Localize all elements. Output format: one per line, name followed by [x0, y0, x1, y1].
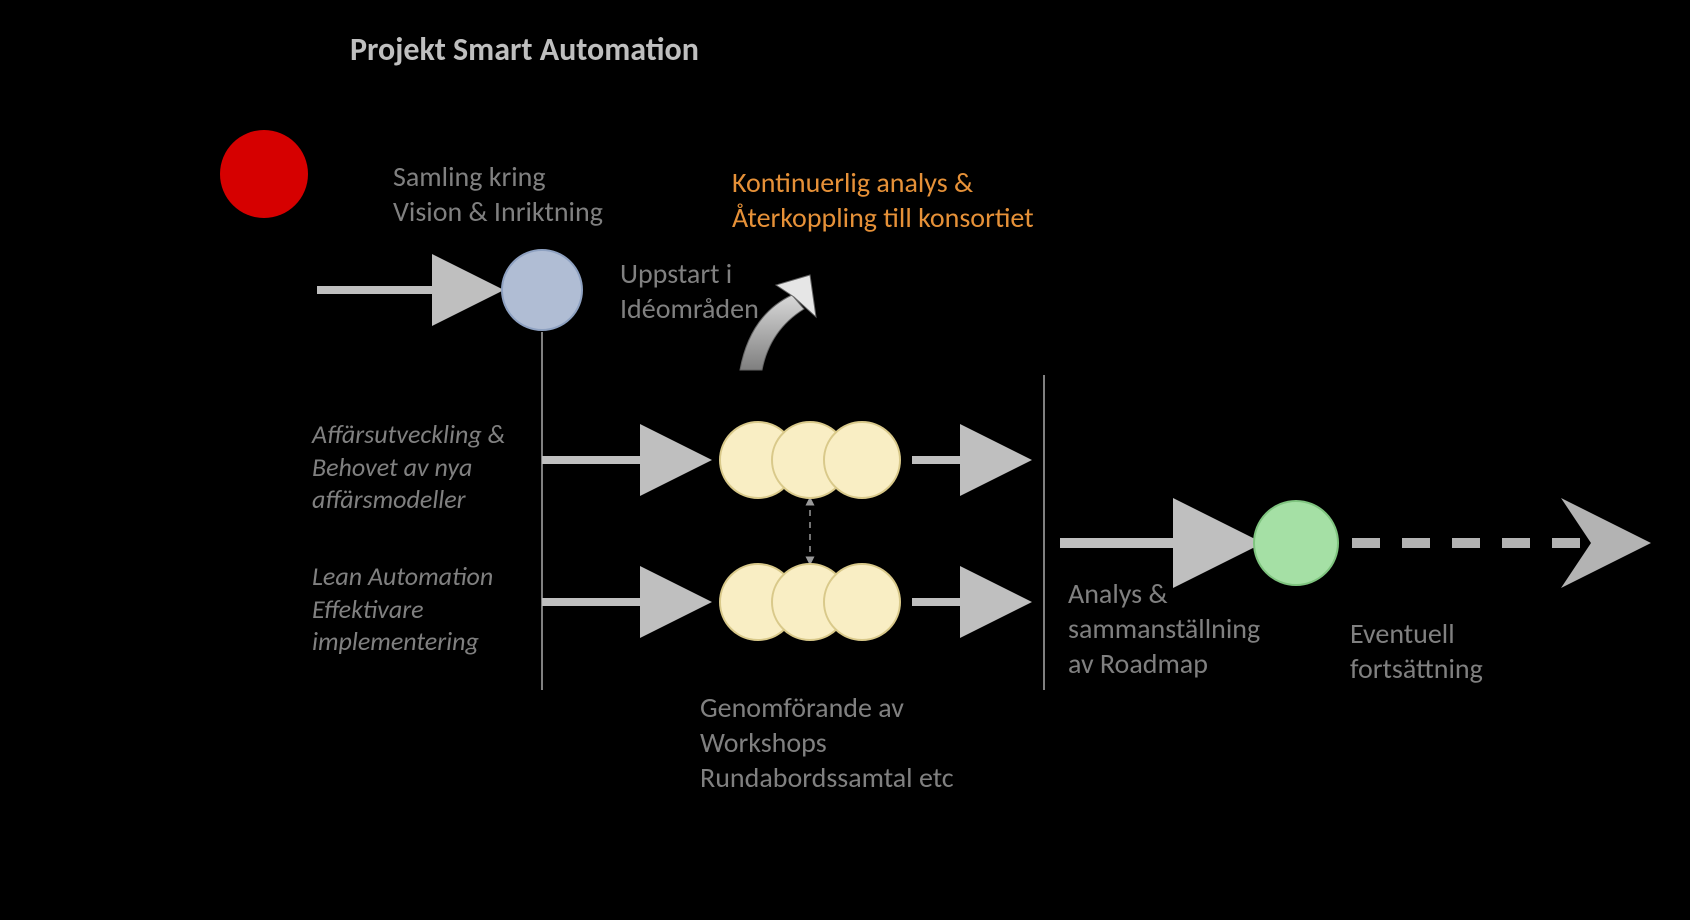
label-track1: Affärsutveckling &Behovet av nyaaffärsmo…	[312, 418, 505, 516]
diagram-title: Projekt Smart Automation	[350, 30, 699, 70]
yellow-node-top-2	[824, 422, 900, 498]
yellow-node-bot-2	[824, 564, 900, 640]
label-analys: Analys &sammanställningav Roadmap	[1068, 576, 1260, 681]
label-workshops: Genomförande avWorkshopsRundabordssamtal…	[700, 690, 954, 795]
red-node	[220, 130, 308, 218]
label-track2: Lean AutomationEffektivareimplementering	[312, 560, 493, 658]
blue-node	[502, 250, 582, 330]
label-uppstart: Uppstart iIdéområden	[620, 256, 759, 326]
label-highlight: Kontinuerlig analys &Återkoppling till k…	[732, 165, 1034, 235]
green-node	[1254, 501, 1338, 585]
label-samling: Samling kringVision & Inriktning	[393, 159, 603, 229]
label-fortsattning: Eventuellfortsättning	[1350, 616, 1483, 686]
